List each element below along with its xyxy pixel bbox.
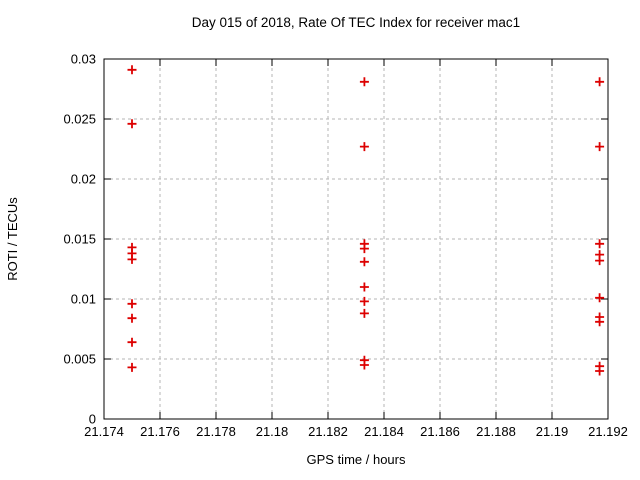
data-points: [127, 65, 605, 376]
y-tick-label: 0.01: [71, 292, 96, 307]
x-axis-label: GPS time / hours: [307, 452, 406, 467]
data-point-marker: [359, 244, 369, 254]
data-point-marker: [595, 317, 605, 327]
data-point-marker: [127, 313, 137, 323]
y-tick-label: 0: [89, 412, 96, 427]
chart-title: Day 015 of 2018, Rate Of TEC Index for r…: [192, 15, 520, 30]
x-tick-label: 21.176: [140, 424, 180, 439]
x-tick-label: 21.186: [420, 424, 460, 439]
data-point-marker: [595, 293, 605, 303]
grid-lines: [103, 58, 609, 419]
data-point-marker: [595, 142, 605, 152]
x-tick-label: 21.19: [536, 424, 569, 439]
tick-labels: 21.174 21.176 21.178 21.18 21.182 21.184 21.18…: [63, 52, 627, 440]
plot-border: [103, 58, 609, 420]
data-point-marker: [595, 256, 605, 266]
x-tick-label: 21.174: [84, 424, 124, 439]
data-point-marker: [359, 257, 369, 267]
y-tick-label: 0.02: [71, 172, 96, 187]
data-point-marker: [127, 362, 137, 372]
x-tick-label: 21.178: [196, 424, 236, 439]
y-tick-label: 0.025: [63, 112, 96, 127]
y-tick-label: 0.005: [63, 352, 96, 367]
data-point-marker: [127, 119, 137, 129]
x-tick-label: 21.18: [256, 424, 289, 439]
data-point-marker: [127, 65, 137, 75]
axes-and-ticks: [103, 58, 609, 420]
data-point-marker: [595, 239, 605, 249]
data-point-marker: [359, 296, 369, 306]
y-tick-label: 0.015: [63, 232, 96, 247]
x-tick-label: 21.184: [364, 424, 404, 439]
data-point-marker: [359, 360, 369, 370]
x-tick-label: 21.188: [476, 424, 516, 439]
y-tick-label: 0.03: [71, 52, 96, 67]
x-tick-label: 21.192: [588, 424, 628, 439]
data-point-marker: [359, 282, 369, 292]
data-point-marker: [595, 366, 605, 376]
data-point-marker: [127, 337, 137, 347]
data-point-marker: [127, 299, 137, 309]
y-axis-label: ROTI / TECUs: [5, 197, 20, 281]
x-tick-label: 21.182: [308, 424, 348, 439]
data-point-marker: [359, 77, 369, 87]
data-point-marker: [359, 142, 369, 152]
data-point-marker: [359, 308, 369, 318]
data-point-marker: [127, 254, 137, 264]
data-point-marker: [595, 77, 605, 87]
